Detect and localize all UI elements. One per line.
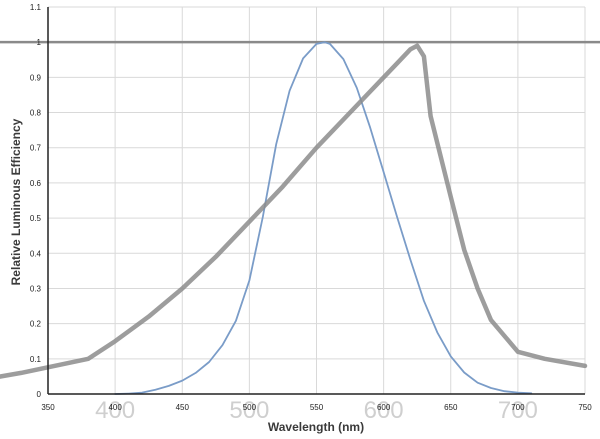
y-tick-label: 0.5 xyxy=(30,214,42,223)
series-group xyxy=(0,41,588,395)
y-tick-label: 0.3 xyxy=(30,284,42,293)
x-tick-label: 700 xyxy=(511,403,525,412)
x-tick-label: 550 xyxy=(310,403,324,412)
x-tick-label: 650 xyxy=(444,403,458,412)
y-tick-label: 0.6 xyxy=(30,179,42,188)
x-tick-label: 600 xyxy=(377,403,391,412)
y-tick-label: 0.2 xyxy=(30,320,42,329)
large-tick-label: 500 xyxy=(229,397,269,424)
y-tick-label: 0.4 xyxy=(30,249,42,258)
axes xyxy=(47,7,585,395)
x-tick-label: 350 xyxy=(41,403,55,412)
y-tick-label: 0 xyxy=(37,390,42,399)
y-tick-label: 0.7 xyxy=(30,144,42,153)
x-tick-label: 500 xyxy=(243,403,257,412)
y-axis-title: Relative Luminous Efficiency xyxy=(9,118,23,285)
large-tick-label: 400 xyxy=(95,397,135,424)
x-axis-title: Wavelength (nm) xyxy=(268,420,364,434)
x-tick-label: 750 xyxy=(578,403,592,412)
y-tick-label: 0.8 xyxy=(30,109,42,118)
x-tick-label: 450 xyxy=(176,403,190,412)
large-tick-labels: 300 400 500 600 700 xyxy=(0,397,538,424)
series-line-gray xyxy=(0,43,588,379)
large-tick-label: 600 xyxy=(364,397,404,424)
y-tick-label: 1.1 xyxy=(30,3,42,12)
y-tick-label: 0.9 xyxy=(30,73,42,82)
large-tick-label: 300 xyxy=(0,397,1,424)
y-tick-label: 0.1 xyxy=(30,355,42,364)
x-tick-label: 400 xyxy=(108,403,122,412)
y-tick-label: 1 xyxy=(37,38,42,47)
large-tick-label: 700 xyxy=(498,397,538,424)
series-line-blue xyxy=(114,41,533,395)
tick-labels: 0 0.1 0.2 0.3 0.4 0.5 0.6 0.7 0.8 0.9 1 1.1 350 400 45… xyxy=(30,3,592,412)
